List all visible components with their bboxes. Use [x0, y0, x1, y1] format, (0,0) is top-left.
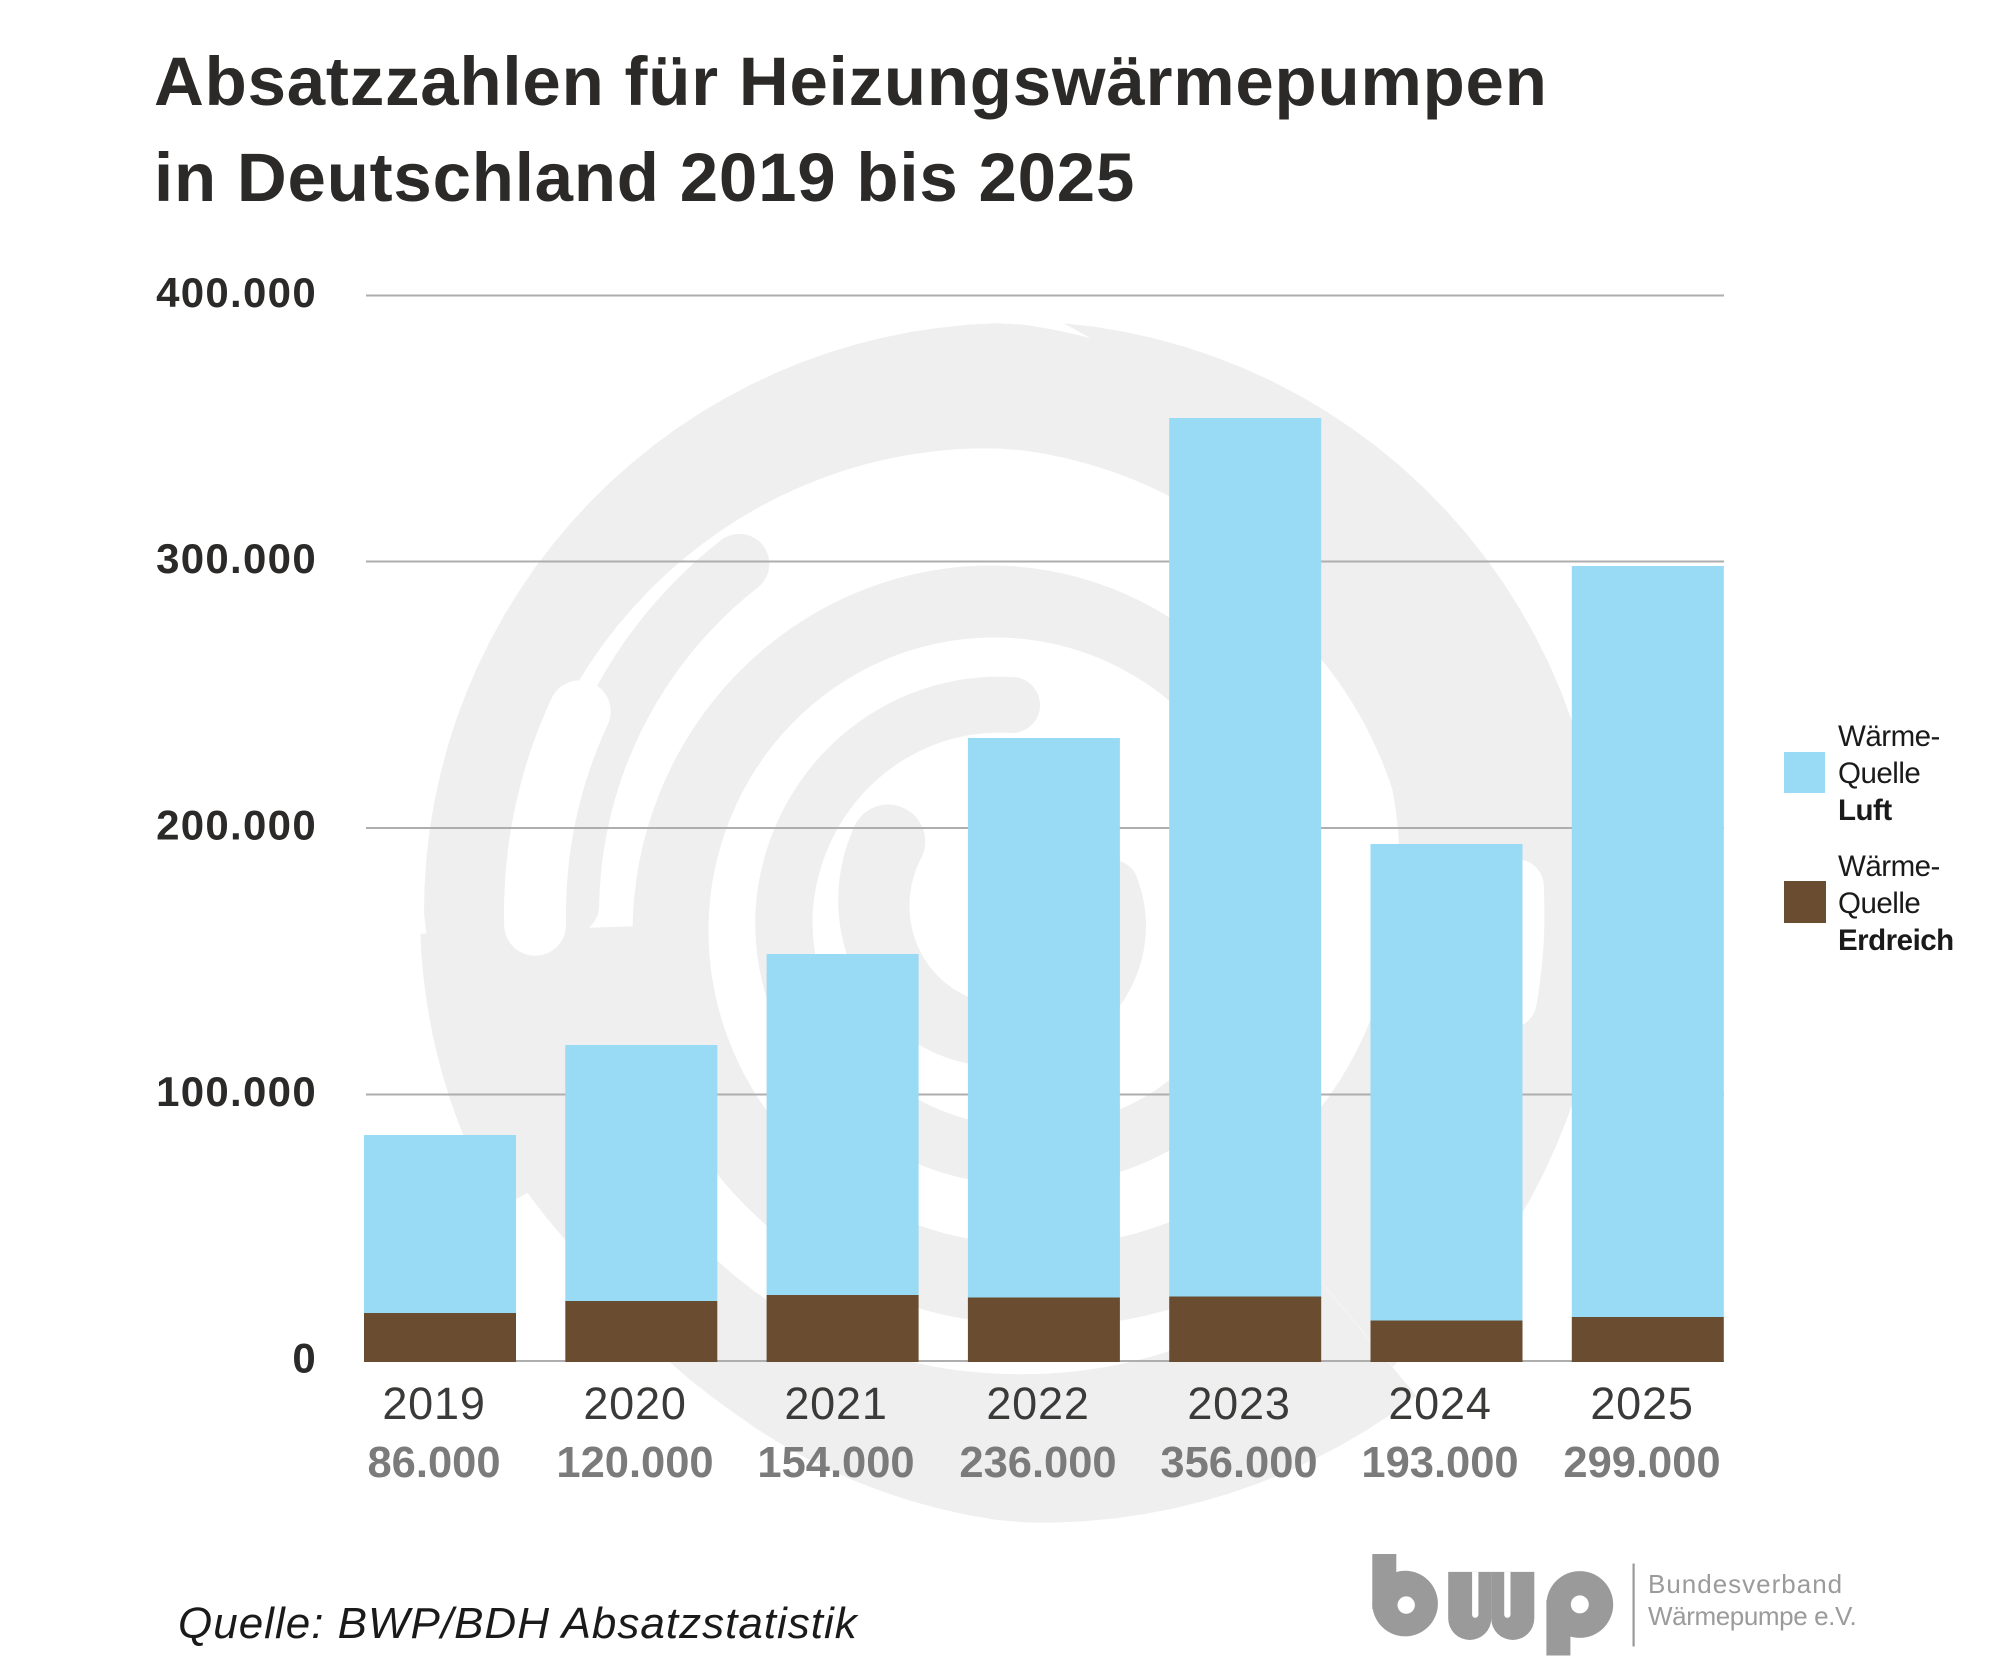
svg-text:300.000: 300.000: [156, 535, 317, 582]
svg-text:86.000: 86.000: [367, 1439, 500, 1487]
svg-text:Quelle: Quelle: [1838, 757, 1920, 790]
svg-text:2021: 2021: [784, 1378, 887, 1429]
svg-text:2024: 2024: [1388, 1378, 1491, 1429]
svg-text:2019: 2019: [382, 1378, 485, 1429]
svg-text:120.000: 120.000: [556, 1439, 713, 1487]
svg-text:2020: 2020: [583, 1378, 686, 1429]
svg-text:Wärme-: Wärme-: [1838, 720, 1940, 753]
svg-text:2022: 2022: [986, 1378, 1089, 1429]
svg-text:Bundesverband: Bundesverband: [1648, 1569, 1843, 1599]
svg-text:Absatzzahlen für Heizungswärme: Absatzzahlen für Heizungswärmepumpen: [154, 43, 1548, 120]
svg-text:Wärme-: Wärme-: [1838, 850, 1940, 883]
svg-text:Luft: Luft: [1838, 794, 1892, 827]
svg-text:Erdreich: Erdreich: [1838, 924, 1954, 957]
svg-text:Wärmepumpe e.V.: Wärmepumpe e.V.: [1648, 1601, 1856, 1631]
svg-text:100.000: 100.000: [156, 1068, 317, 1115]
svg-text:Quelle: Quelle: [1838, 887, 1920, 920]
svg-text:Quelle: BWP/BDH Absatzstatisti: Quelle: BWP/BDH Absatzstatistik: [178, 1599, 859, 1648]
svg-text:236.000: 236.000: [959, 1439, 1116, 1487]
svg-text:0: 0: [292, 1335, 317, 1382]
svg-text:in Deutschland 2019 bis 2025: in Deutschland 2019 bis 2025: [154, 139, 1135, 216]
svg-text:193.000: 193.000: [1361, 1439, 1518, 1487]
svg-text:400.000: 400.000: [156, 269, 317, 316]
svg-text:200.000: 200.000: [156, 802, 317, 849]
svg-text:2025: 2025: [1590, 1378, 1693, 1429]
svg-text:154.000: 154.000: [757, 1439, 914, 1487]
svg-text:356.000: 356.000: [1160, 1439, 1317, 1487]
svg-text:299.000: 299.000: [1563, 1439, 1720, 1487]
svg-text:2023: 2023: [1187, 1378, 1290, 1429]
